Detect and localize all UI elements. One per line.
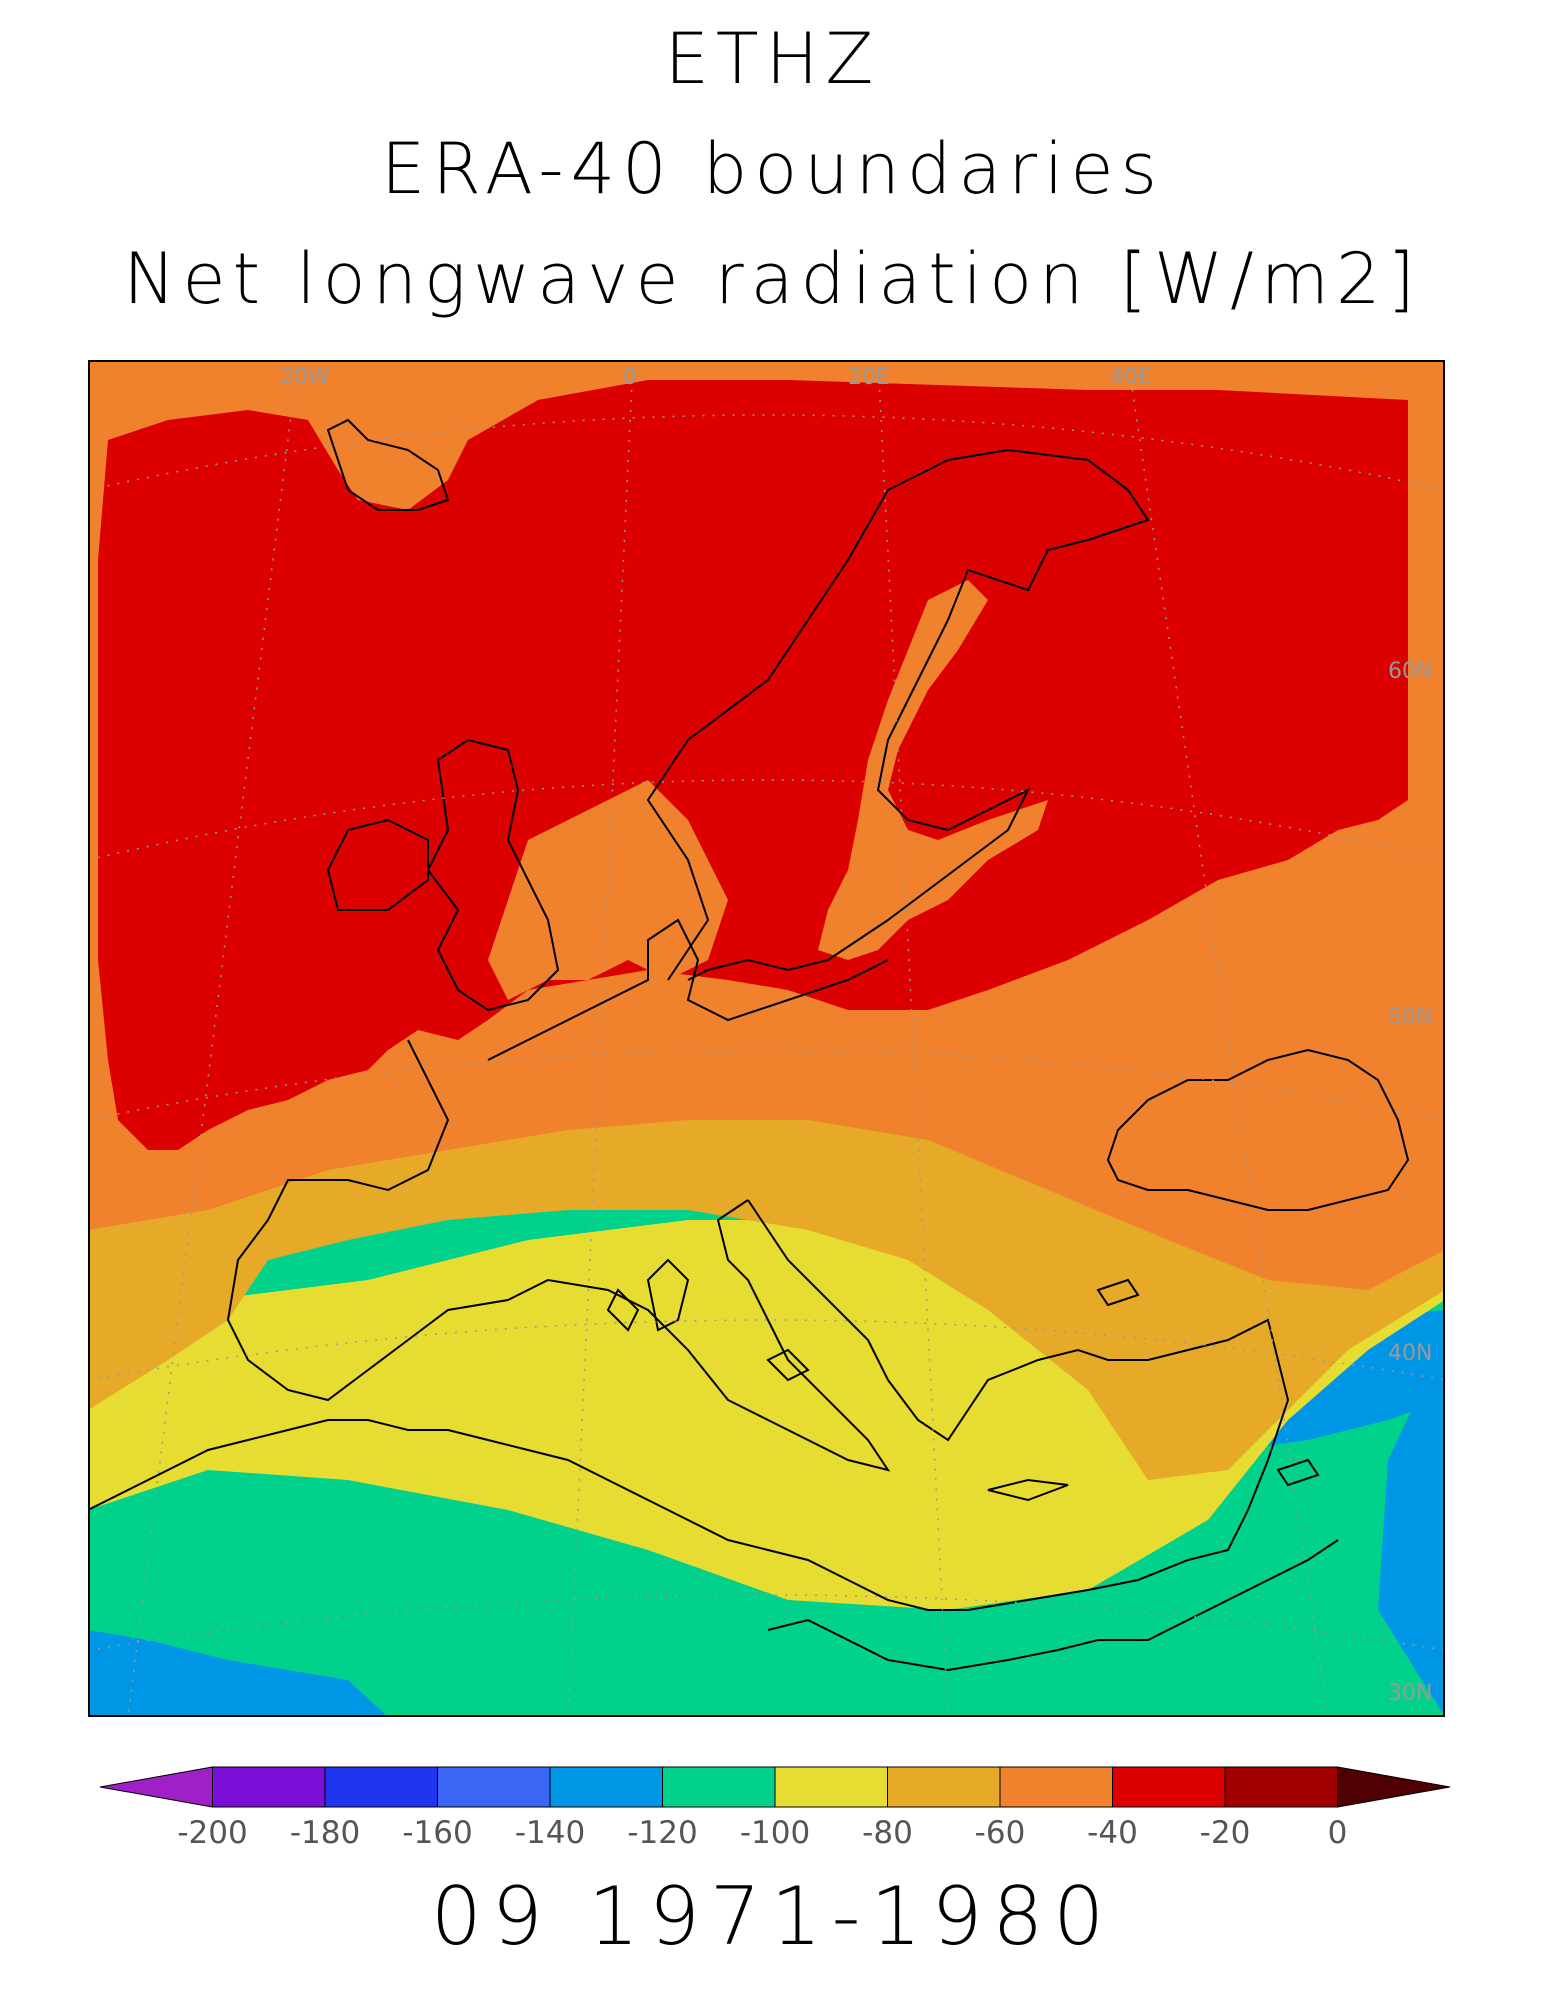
graticule <box>88 360 1445 1717</box>
colorbar-swatch <box>437 1766 551 1808</box>
colorbar-tick-label: 0 <box>1328 1815 1348 1851</box>
field-blue-e <box>1378 1340 1445 1717</box>
footer-period: 09 1971-1980 <box>430 1870 1115 1963</box>
colorbar-swatch <box>324 1766 438 1808</box>
lon-label-20w: 20W <box>280 365 330 390</box>
colorbar-tick-label: -40 <box>1087 1815 1138 1851</box>
colorbar-swatch <box>1337 1766 1451 1808</box>
title-line-2: ERA-40 boundaries <box>380 128 1165 210</box>
colorbar-tick-label: -100 <box>740 1815 810 1851</box>
colorbar-swatch <box>212 1766 326 1808</box>
field-yellow <box>88 880 1445 1610</box>
lat-label-40n: 40N <box>1388 1341 1432 1366</box>
title-line-1: ETHZ <box>664 18 881 100</box>
colorbar-swatch <box>99 1766 213 1808</box>
title-line-3: Net longwave radiation [W/m2] <box>123 238 1422 320</box>
lat-label-60n: 60N <box>1388 659 1432 684</box>
graticule-labels: 20W 0 20E 40E 60N 50N 40N 30N <box>280 365 1432 1706</box>
colorbar-tick-label: -60 <box>975 1815 1026 1851</box>
colorbar-tick-label: -140 <box>515 1815 585 1851</box>
field-baltic <box>818 580 1048 960</box>
map-plot: 20W 0 20E 40E 60N 50N 40N 30N <box>88 360 1445 1717</box>
colorbar-swatch <box>774 1766 888 1808</box>
map-frame <box>88 360 1445 1717</box>
colorbar-swatch <box>999 1766 1113 1808</box>
lon-label-0: 0 <box>623 365 637 390</box>
colorbar-swatch <box>887 1766 1001 1808</box>
lon-label-40e: 40E <box>1110 365 1152 390</box>
colorbar-swatch <box>1224 1766 1338 1808</box>
colorbar-tick-label: -120 <box>627 1815 697 1851</box>
lat-label-30n: 30N <box>1388 1681 1432 1706</box>
field-blue-sw <box>88 1630 388 1717</box>
field-red <box>98 380 1408 1150</box>
colorbar-tick-label: -80 <box>862 1815 913 1851</box>
colorbar-tick-label: -160 <box>402 1815 472 1851</box>
colorbar-swatch <box>1112 1766 1226 1808</box>
colorbar: -200 -180 -160 -140 -120 -100 -80 -60 -40 -20 0 <box>99 1766 1451 1851</box>
colorbar-tick-label: -180 <box>290 1815 360 1851</box>
colorbar-tick-label: -20 <box>1200 1815 1251 1851</box>
colorbar-swatch <box>549 1766 663 1808</box>
colorbar-tick-label: -200 <box>177 1815 247 1851</box>
lat-label-50n: 50N <box>1388 1005 1432 1030</box>
colorbar-swatch <box>662 1766 776 1808</box>
lon-label-20e: 20E <box>848 365 890 390</box>
